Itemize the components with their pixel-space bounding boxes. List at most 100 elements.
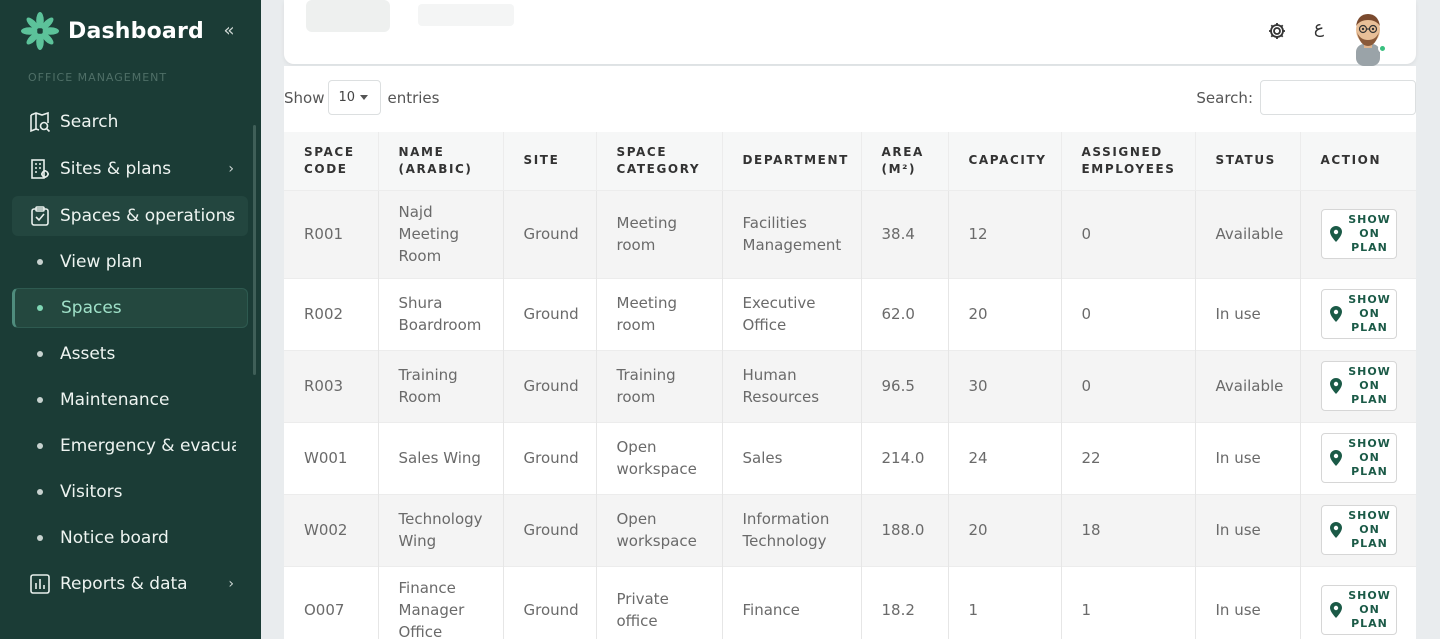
search-input[interactable] [1260,80,1416,115]
department-cell: Information Technology [721,493,861,566]
show-on-plan-label: SHOW ON PLAN [1348,437,1391,478]
status-cell: Available [1194,349,1300,422]
category-cell: Open workspace [595,421,722,494]
action-cell: SHOW ON PLAN [1299,565,1416,639]
sidebar-item-label: Maintenance [60,390,170,410]
site-cell: Ground [502,349,596,422]
area-cell: 188.0 [860,493,948,566]
action-cell: SHOW ON PLAN [1299,349,1416,422]
top-header: ع [284,0,1416,66]
site-cell: Ground [502,277,596,350]
map-pin-icon [1329,522,1342,538]
sidebar-item-label: Spaces & operations [60,206,236,226]
brand[interactable]: Dashboard [20,12,204,50]
sidebar-subitem-view-plan[interactable]: View plan [12,242,248,282]
header-placeholder-button[interactable] [306,0,390,32]
entries-label: entries [387,88,440,107]
category-cell: Open workspace [595,493,722,566]
show-on-plan-button[interactable]: SHOW ON PLAN [1320,433,1397,483]
header-placeholder-text [418,4,514,26]
department-cell: Sales [721,421,861,494]
sidebar-item-label: Reports & data [60,574,188,594]
bullet-icon [37,443,43,449]
sidebar-item-spaces-operations[interactable]: Spaces & operations ⌄ [12,196,248,236]
capacity-cell: 24 [947,421,1061,494]
capacity-cell: 20 [947,493,1061,566]
bullet-icon [37,535,43,541]
sidebar-item-label: Search [60,112,119,132]
column-header[interactable]: Capacity [947,132,1061,190]
sidebar-scrollbar[interactable] [253,125,256,375]
column-header[interactable]: Space category [595,132,722,190]
sidebar-item-label: Sites & plans [60,159,172,179]
show-on-plan-button[interactable]: SHOW ON PLAN [1320,289,1397,339]
bullet-icon [37,351,43,357]
show-on-plan-button[interactable]: SHOW ON PLAN [1320,585,1397,636]
show-on-plan-button[interactable]: SHOW ON PLAN [1320,505,1397,555]
bullet-icon [37,305,43,311]
sidebar-subitem-spaces[interactable]: Spaces [12,288,248,328]
entries-control: Show 10 entries [284,80,439,115]
sidebar-item-sites-plans[interactable]: Sites & plans › [12,149,248,189]
spaces-table: Space code Name (Arabic) Site Space cate… [284,132,1416,639]
status-cell: Available [1194,189,1300,278]
column-header[interactable]: Area (m²) [860,132,948,190]
space-name-cell: Sales Wing [377,421,503,494]
table-row: R003 Training Room Ground Training room Huma… [284,349,1416,422]
column-header[interactable]: Name (Arabic) [377,132,503,190]
department-cell: Finance [721,565,861,639]
show-on-plan-label: SHOW ON PLAN [1348,589,1391,631]
sidebar-item-reports-data[interactable]: Reports & data › [12,564,248,604]
spaces-table-card: Show 10 entries Search: Space code Name … [284,66,1416,639]
column-header[interactable]: Site [502,132,596,190]
capacity-cell: 1 [947,565,1061,639]
settings-gear-icon[interactable] [1266,20,1288,42]
action-cell: SHOW ON PLAN [1299,493,1416,566]
assigned-cell: 18 [1060,493,1195,566]
caret-down-icon [360,95,369,100]
leaf-logo-icon [21,12,59,50]
sidebar-subitem-maintenance[interactable]: Maintenance [12,380,248,420]
clipboard-check-icon [31,206,49,226]
chevron-right-icon: › [228,161,234,177]
column-header[interactable]: Status [1194,132,1300,190]
column-header[interactable]: Space code [284,132,378,190]
category-cell: Training room [595,349,722,422]
language-toggle[interactable]: ع [1313,18,1325,38]
sidebar: Dashboard « OFFICE MANAGEMENT Search Sit… [0,0,261,639]
sidebar-subitem-visitors[interactable]: Visitors [12,472,248,512]
entries-value: 10 [338,90,356,105]
table-row: W002 Technology Wing Ground Open workspace I… [284,493,1416,566]
sidebar-subitem-emergency[interactable]: Emergency & evacuation [12,426,248,466]
entries-select[interactable]: 10 [328,80,382,115]
action-cell: SHOW ON PLAN [1299,421,1416,494]
sidebar-item-search[interactable]: Search [12,102,248,142]
show-on-plan-button[interactable]: SHOW ON PLAN [1320,209,1397,259]
search-label: Search: [1196,88,1253,107]
chevron-right-icon: › [228,576,234,592]
map-pin-icon [1329,226,1342,242]
collapse-sidebar-icon[interactable]: « [223,20,235,41]
sidebar-subitem-assets[interactable]: Assets [12,334,248,374]
action-cell: SHOW ON PLAN [1299,277,1416,350]
show-on-plan-button[interactable]: SHOW ON PLAN [1320,361,1397,411]
column-header[interactable]: Department [721,132,861,190]
sidebar-item-label: Visitors [60,482,123,502]
status-cell: In use [1194,493,1300,566]
user-avatar[interactable] [1348,10,1388,66]
bullet-icon [37,397,43,403]
category-cell: Meeting room [595,189,722,278]
assigned-cell: 0 [1060,189,1195,278]
online-status-badge [1378,44,1387,53]
sidebar-item-label: Assets [60,344,116,364]
map-pin-icon [1329,378,1342,394]
column-header[interactable]: Assigned employees [1060,132,1195,190]
sidebar-subitem-notice-board[interactable]: Notice board [12,518,248,558]
site-cell: Ground [502,421,596,494]
capacity-cell: 12 [947,189,1061,278]
table-row: W001 Sales Wing Ground Open workspace Sales 2… [284,421,1416,494]
space-code-cell: W002 [284,493,378,566]
table-row: O007 Finance Manager Office Ground Private … [284,565,1416,639]
category-cell: Private office [595,565,722,639]
search-map-icon [30,111,51,133]
